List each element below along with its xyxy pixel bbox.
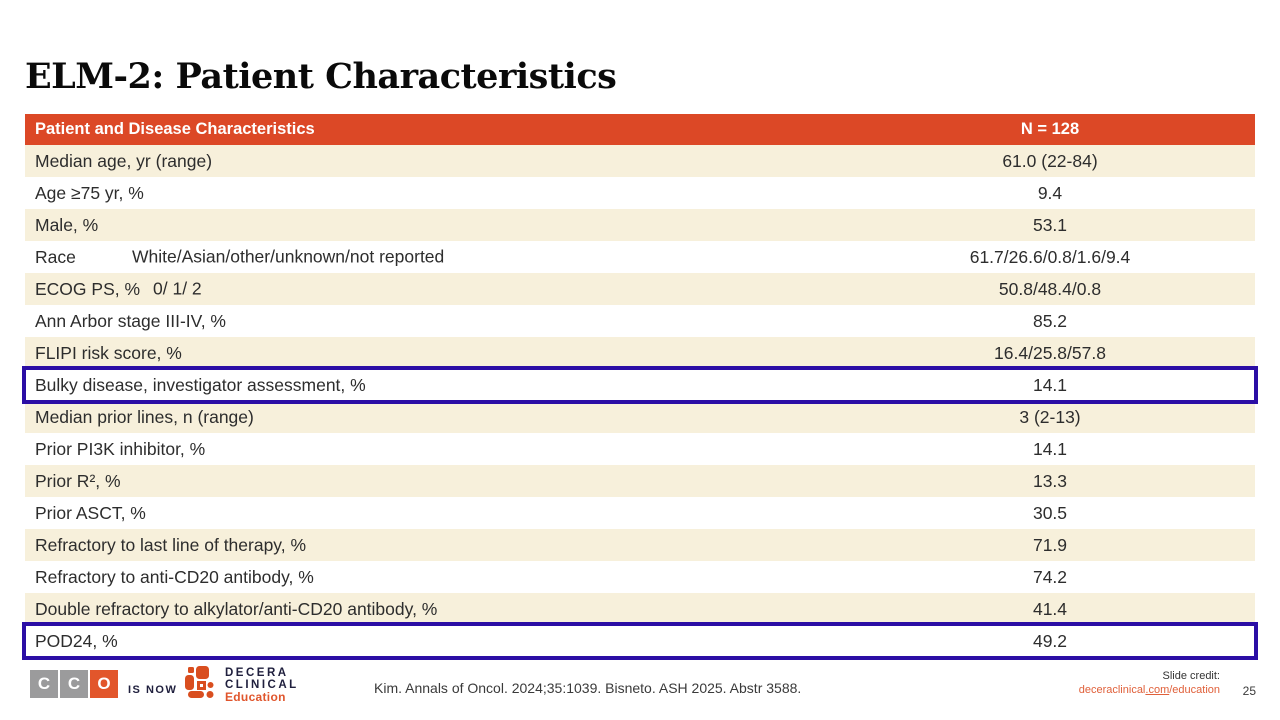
row-value: 61.7/26.6/0.8/1.6/9.4 [969, 246, 1131, 267]
row-label: Refractory to anti-CD20 antibody, % [35, 566, 314, 587]
table-row: Median prior lines, n (range) 3 (2-13) [25, 401, 1255, 433]
row-label: Refractory to last line of therapy, % [35, 534, 307, 555]
row-label-cell: POD24, % [25, 631, 845, 652]
row-value: 14.1 [1032, 374, 1068, 395]
row-label-cell: Race White/Asian/other/unknown/not repor… [25, 247, 845, 268]
row-label-cell: Ann Arbor stage III-IV, % [25, 311, 845, 332]
slide-credit-link[interactable]: deceraclinical.com/education [1079, 684, 1220, 696]
table-row: Prior PI3K inhibitor, % 14.1 [25, 433, 1255, 465]
cco-logo-letter: C [30, 670, 58, 698]
row-label: Race [35, 246, 76, 267]
row-value: 61.0 (22-84) [1002, 150, 1098, 171]
table-row: Male, % 53.1 [25, 209, 1255, 241]
row-label: Bulky disease, investigator assessment, … [35, 374, 366, 395]
decera-logo-text: DECERA CLINICAL Education [225, 666, 299, 704]
row-label-cell: Prior R², % [25, 471, 845, 492]
table-row: FLIPI risk score, % 16.4/25.8/57.8 [25, 337, 1255, 369]
row-value: 50.8/48.4/0.8 [998, 278, 1102, 299]
table-row: Prior ASCT, % 30.5 [25, 497, 1255, 529]
row-label-cell: Double refractory to alkylator/anti-CD20… [25, 599, 845, 620]
row-label-cell: Prior PI3K inhibitor, % [25, 439, 845, 460]
row-value: 74.2 [1032, 566, 1068, 587]
table-header-row: Patient and Disease Characteristics N = … [25, 114, 1255, 145]
row-label: Male, % [35, 214, 99, 235]
decera-name-line2: CLINICAL [225, 678, 299, 691]
row-label: Prior ASCT, % [35, 502, 146, 523]
page-number: 25 [1242, 684, 1256, 698]
row-sublabel: White/Asian/other/unknown/not reported [132, 246, 445, 267]
row-sublabel: 0/ 1/ 2 [153, 278, 202, 299]
table-row: Bulky disease, investigator assessment, … [22, 366, 1258, 404]
row-value: 71.9 [1032, 534, 1068, 555]
row-label: Median age, yr (range) [35, 150, 213, 171]
row-label: POD24, % [35, 630, 118, 651]
decera-education-label: Education [225, 690, 286, 704]
table-row: Ann Arbor stage III-IV, % 85.2 [25, 305, 1255, 337]
table-row: Refractory to last line of therapy, % 71… [25, 529, 1255, 561]
row-label: Prior PI3K inhibitor, % [35, 438, 206, 459]
decera-logo-icon [185, 666, 217, 703]
row-label-cell: Median prior lines, n (range) [25, 407, 845, 428]
is-now-label: IS NOW [128, 684, 178, 696]
slide-credit-link-suffix: /education [1169, 684, 1220, 696]
row-value: 49.2 [1032, 630, 1068, 651]
table-header-n: N = 128 [1020, 120, 1080, 138]
row-label: FLIPI risk score, % [35, 342, 182, 363]
table-row: Age ≥75 yr, % 9.4 [25, 177, 1255, 209]
row-label-cell: Prior ASCT, % [25, 503, 845, 524]
row-label: Age ≥75 yr, % [35, 182, 144, 203]
row-label-cell: Refractory to last line of therapy, % [25, 535, 845, 556]
table-row: Double refractory to alkylator/anti-CD20… [25, 593, 1255, 625]
table-row: POD24, % 49.2 [22, 622, 1258, 660]
row-label-cell: Refractory to anti-CD20 antibody, % [25, 567, 845, 588]
row-value: 53.1 [1032, 214, 1068, 235]
row-value: 30.5 [1032, 502, 1068, 523]
row-label: Prior R², % [35, 470, 121, 491]
row-label-cell: Median age, yr (range) [25, 151, 845, 172]
table-row: Race White/Asian/other/unknown/not repor… [25, 241, 1255, 273]
table-header-label: Patient and Disease Characteristics [35, 120, 315, 138]
cco-logo-letter: O [90, 670, 118, 698]
slide-credit-link-mid: .com [1145, 684, 1170, 696]
row-value: 41.4 [1032, 598, 1068, 619]
table-row: ECOG PS, % 0/ 1/ 2 50.8/48.4/0.8 [25, 273, 1255, 305]
slide-credit-label: Slide credit: [1162, 670, 1220, 682]
row-value: 16.4/25.8/57.8 [994, 342, 1106, 363]
row-label-cell: FLIPI risk score, % [25, 343, 845, 364]
citation-text: Kim. Annals of Oncol. 2024;35:1039. Bisn… [374, 680, 802, 696]
row-label-cell: Bulky disease, investigator assessment, … [25, 375, 845, 396]
row-value: 3 (2-13) [1019, 406, 1081, 427]
table-row: Median age, yr (range) 61.0 (22-84) [25, 145, 1255, 177]
row-label-cell: Age ≥75 yr, % [25, 183, 845, 204]
row-label: Ann Arbor stage III-IV, % [35, 310, 226, 331]
decera-name-line1: DECERA [225, 667, 289, 679]
slide-credit-link-prefix: deceraclinical [1078, 684, 1146, 696]
page-title: ELM-2: Patient Characteristics [25, 56, 617, 97]
table-body: Median age, yr (range) 61.0 (22-84) Age … [22, 145, 1258, 660]
decera-logo: DECERA CLINICAL Education [185, 666, 299, 704]
row-label-cell: Male, % [25, 215, 845, 236]
row-label: ECOG PS, % [35, 278, 141, 299]
row-value: 9.4 [1037, 182, 1063, 203]
slide-credit: Slide credit: deceraclinical.com/educati… [1079, 669, 1220, 697]
patient-characteristics-table: Patient and Disease Characteristics N = … [22, 114, 1258, 660]
cco-logo: C C O [30, 670, 118, 698]
footer: C C O IS NOW [0, 660, 1280, 720]
row-label: Median prior lines, n (range) [35, 406, 254, 427]
table-row: Refractory to anti-CD20 antibody, % 74.2 [25, 561, 1255, 593]
row-label-cell: ECOG PS, % 0/ 1/ 2 [25, 279, 845, 300]
row-value: 14.1 [1032, 438, 1068, 459]
row-value: 13.3 [1032, 470, 1068, 491]
row-label: Double refractory to alkylator/anti-CD20… [35, 598, 438, 619]
cco-logo-letter: C [60, 670, 88, 698]
row-value: 85.2 [1032, 310, 1068, 331]
table-row: Prior R², % 13.3 [25, 465, 1255, 497]
